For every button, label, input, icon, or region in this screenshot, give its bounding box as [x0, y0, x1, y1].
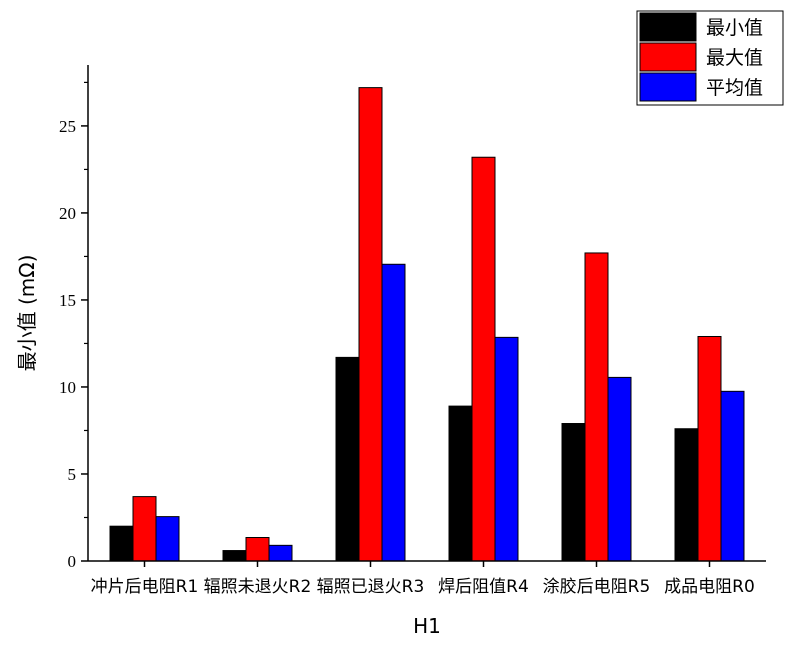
- bar-max-3: [358, 87, 383, 562]
- legend-label-min: 最小值: [706, 17, 763, 39]
- axes-group: [87, 65, 766, 562]
- bar-avg-2: [268, 544, 293, 562]
- x-category-label-4: 焊后阻值R4: [438, 577, 529, 597]
- bar-avg-4: [494, 336, 519, 562]
- bar-avg-3: [381, 263, 406, 562]
- bar-max-5: [584, 252, 609, 562]
- bar-max-4: [471, 156, 496, 562]
- legend-swatch-avg: [639, 72, 697, 102]
- bar-avg-1: [155, 516, 180, 562]
- y-tick-label: 10: [59, 378, 76, 397]
- legend-swatch-max: [639, 42, 697, 72]
- legend-label-avg: 平均值: [706, 77, 763, 99]
- x-category-label-5: 涂胶后电阻R5: [543, 577, 651, 597]
- bar-max-1: [132, 496, 157, 562]
- x-labels-group: 冲片后电阻R1 辐照未退火R2 辐照已退火R3 焊后阻值R4 涂胶后电阻R5 成品电阻R0: [91, 561, 755, 597]
- bar-min-6: [674, 428, 699, 562]
- y-tick-label: 0: [68, 552, 77, 571]
- y-tick-label: 15: [59, 291, 76, 310]
- bar-min-3: [335, 356, 360, 562]
- bar-max-6: [697, 335, 722, 562]
- y-tick-label: 25: [59, 117, 76, 136]
- bar-max-2: [245, 537, 270, 562]
- x-category-label-3: 辐照已退火R3: [317, 577, 425, 597]
- y-axis-title: 最小值 (mΩ): [15, 255, 39, 372]
- bars-group: [109, 87, 745, 562]
- y-tick-label: 5: [68, 465, 77, 484]
- legend-swatch-min: [639, 12, 697, 42]
- x-category-label-2: 辐照未退火R2: [204, 577, 312, 597]
- legend-label-max: 最大值: [706, 47, 763, 69]
- bar-min-4: [448, 405, 473, 562]
- x-category-label-1: 冲片后电阻R1: [91, 577, 199, 597]
- bar-avg-5: [607, 376, 632, 562]
- bar-min-1: [109, 525, 134, 562]
- y-tick-label: 20: [59, 204, 76, 223]
- bar-min-5: [561, 423, 586, 562]
- x-category-label-6: 成品电阻R0: [664, 577, 755, 597]
- bar-min-2: [222, 550, 247, 562]
- bar-avg-6: [720, 390, 745, 562]
- y-ticks-group: 0 5 10 15 20 25: [59, 81, 88, 571]
- x-axis-title: H1: [413, 614, 441, 638]
